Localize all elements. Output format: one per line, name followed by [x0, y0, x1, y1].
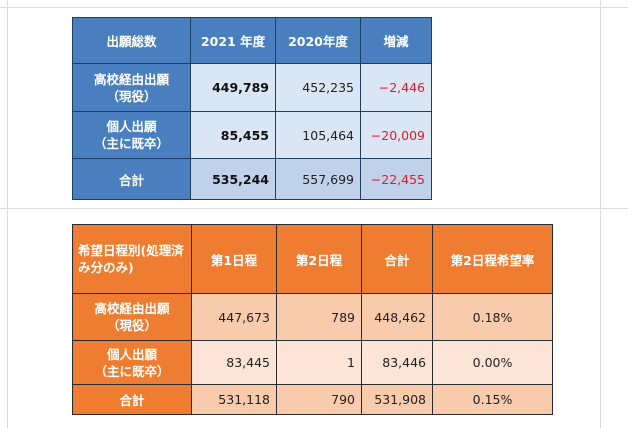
header-change: 増減: [360, 17, 432, 64]
table-header-row: 希望日程別(処理済み分のみ) 第1日程 第2日程 合計 第2日程希望率: [72, 224, 553, 294]
cell-rate: 0.00%: [432, 340, 553, 385]
header-2020: 2020年度: [275, 17, 361, 64]
table-header-row: 出願総数 2021 年度 2020年度 増減: [72, 17, 432, 64]
cell-day2: 1: [276, 340, 362, 385]
table-row: 合計 531,118 790 531,908 0.15%: [72, 384, 553, 415]
row-label: 合計: [72, 384, 192, 415]
header-by-schedule: 希望日程別(処理済み分のみ): [72, 224, 192, 294]
sheet-gridline: [7, 0, 8, 428]
cell-day1: 531,118: [191, 384, 277, 415]
header-total: 合計: [361, 224, 433, 294]
cell-2020: 105,464: [275, 111, 361, 159]
cell-2021: 449,789: [190, 63, 276, 112]
row-label: 個人出願 （主に既卒）: [72, 340, 192, 385]
cell-total: 448,462: [361, 293, 433, 341]
cell-day2: 790: [276, 384, 362, 415]
header-day2: 第2日程: [276, 224, 362, 294]
cell-day1: 83,445: [191, 340, 277, 385]
cell-2021: 535,244: [190, 158, 276, 200]
cell-day1: 447,673: [191, 293, 277, 341]
sheet-gridline: [0, 7, 628, 8]
applications-total-table: 出願総数 2021 年度 2020年度 増減 高校経由出願 （現役） 449,7…: [72, 17, 432, 200]
cell-2020: 557,699: [275, 158, 361, 200]
table-row: 合計 535,244 557,699 −22,455: [72, 158, 432, 200]
header-total-applications: 出願総数: [72, 17, 191, 64]
row-label: 合計: [72, 158, 191, 200]
table-row: 個人出願 （主に既卒） 83,445 1 83,446 0.00%: [72, 340, 553, 385]
sheet-gridline: [0, 208, 628, 209]
cell-change: −2,446: [360, 63, 432, 112]
row-label: 高校経由出願 （現役）: [72, 293, 192, 341]
cell-rate: 0.15%: [432, 384, 553, 415]
cell-rate: 0.18%: [432, 293, 553, 341]
sheet-gridline: [600, 0, 601, 428]
schedule-preference-table: 希望日程別(処理済み分のみ) 第1日程 第2日程 合計 第2日程希望率 高校経由…: [72, 224, 553, 415]
table-row: 高校経由出願 （現役） 449,789 452,235 −2,446: [72, 63, 432, 112]
table-row: 高校経由出願 （現役） 447,673 789 448,462 0.18%: [72, 293, 553, 341]
cell-2020: 452,235: [275, 63, 361, 112]
header-2021: 2021 年度: [190, 17, 276, 64]
cell-day2: 789: [276, 293, 362, 341]
header-day2-rate: 第2日程希望率: [432, 224, 553, 294]
row-label: 個人出願 （主に既卒）: [72, 111, 191, 159]
cell-change: −22,455: [360, 158, 432, 200]
cell-total: 83,446: [361, 340, 433, 385]
table-row: 個人出願 （主に既卒） 85,455 105,464 −20,009: [72, 111, 432, 159]
row-label: 高校経由出願 （現役）: [72, 63, 191, 112]
cell-change: −20,009: [360, 111, 432, 159]
cell-total: 531,908: [361, 384, 433, 415]
cell-2021: 85,455: [190, 111, 276, 159]
header-day1: 第1日程: [191, 224, 277, 294]
